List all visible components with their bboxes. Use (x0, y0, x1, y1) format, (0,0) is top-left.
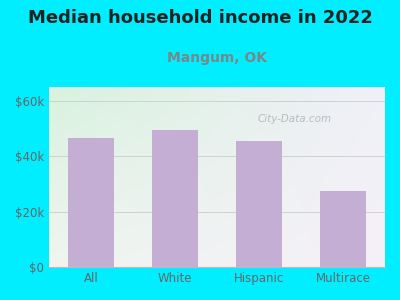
Title: Mangum, OK: Mangum, OK (167, 51, 267, 65)
Bar (236, 141, 282, 267)
Text: Median household income in 2022: Median household income in 2022 (28, 9, 372, 27)
Bar (320, 191, 366, 267)
Bar (68, 138, 114, 267)
Bar (152, 130, 198, 267)
Text: City-Data.com: City-Data.com (257, 114, 331, 124)
